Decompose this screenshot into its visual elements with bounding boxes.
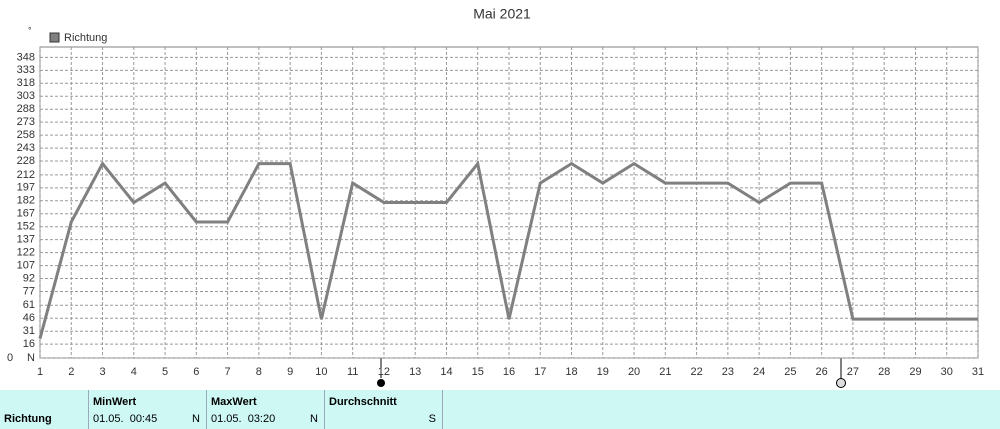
y-tick-label: 61 (23, 299, 35, 311)
x-tick-label: 17 (534, 366, 546, 378)
legend-swatch (49, 32, 60, 43)
x-tick-label: 27 (847, 366, 859, 378)
x-tick-label: 11 (347, 366, 358, 378)
x-tick-label: 22 (690, 366, 702, 378)
stat-cell: MaxWert 01.05. 03:20 N (207, 390, 325, 429)
x-tick-label: 30 (941, 366, 953, 378)
x-tick-label: 25 (784, 366, 796, 378)
stat-header: MinWert (93, 396, 137, 408)
x-tick-label: 20 (628, 366, 640, 378)
y-tick-label: 31 (23, 325, 35, 337)
stat-header: MaxWert (211, 396, 257, 408)
x-tick-label: 4 (131, 366, 137, 378)
x-tick-label: 16 (503, 366, 515, 378)
y-tick-label: 182 (17, 195, 35, 207)
x-tick-label: 31 (972, 366, 984, 378)
legend-label: Richtung (64, 32, 107, 44)
x-tick-label: 9 (287, 366, 293, 378)
y-tick-label: N (27, 352, 35, 364)
x-tick-label: 28 (878, 366, 890, 378)
y-tick-label: 348 (17, 51, 35, 63)
y-tick-label: 77 (23, 285, 35, 297)
y-tick-label: 318 (17, 77, 35, 89)
x-tick-label: 29 (909, 366, 921, 378)
x-tick-label: 3 (99, 366, 105, 378)
y-tick-label: 258 (17, 129, 35, 141)
y-tick-label: 122 (17, 247, 35, 259)
stat-value: S (428, 413, 436, 425)
x-tick-label: 5 (162, 366, 168, 378)
x-tick-label: 24 (753, 366, 765, 378)
y-tick-label: 137 (17, 234, 35, 246)
stat-time: 01.05. 03:20 (211, 413, 276, 425)
y-tick-label: 107 (17, 259, 35, 271)
x-tick-label: 10 (315, 366, 327, 378)
x-tick-label: 8 (256, 366, 262, 378)
y-tick-label: 303 (17, 90, 35, 102)
stat-value: N (192, 413, 200, 425)
y-tick-label: 212 (17, 169, 35, 181)
x-tick-label: 12 (378, 366, 390, 378)
row-label-cell: Richtung (0, 390, 89, 429)
x-tick-label: 26 (816, 366, 828, 378)
y-tick-label: 152 (17, 221, 35, 233)
stat-value: N (310, 413, 318, 425)
marker (836, 378, 846, 388)
x-tick-label: 19 (597, 366, 609, 378)
x-tick-label: 18 (565, 366, 577, 378)
x-tick-label: 21 (659, 366, 671, 378)
stat-header: Durchschnitt (329, 396, 397, 408)
chart-title: Mai 2021 (473, 6, 531, 22)
y-tick-label: 228 (17, 155, 35, 167)
row-label: Richtung (4, 413, 52, 425)
stat-cell: MinWert 01.05. 00:45 N (89, 390, 207, 429)
unit-label: ° (28, 25, 32, 35)
x-tick-label: 7 (225, 366, 231, 378)
empty-cell (443, 390, 1000, 429)
y-tick-label: 167 (17, 208, 35, 220)
y-tick-label: 243 (17, 142, 35, 154)
marker (377, 379, 385, 387)
y-tick-label: 16 (23, 338, 35, 350)
y-tick-label: 288 (17, 103, 35, 115)
stat-time: 01.05. 00:45 (93, 413, 158, 425)
y-tick-label: 333 (17, 64, 35, 76)
origin-label: 0 (7, 352, 13, 364)
chart: Mai 2021 ° 0 N16314661779210712213715216… (7, 6, 984, 388)
stat-cell: Durchschnitt S (325, 390, 443, 429)
x-tick-label: 15 (472, 366, 484, 378)
x-tick-label: 6 (193, 366, 199, 378)
x-tick-label: 23 (722, 366, 734, 378)
y-tick-label: 273 (17, 116, 35, 128)
line-series (38, 160, 978, 339)
y-tick-label: 197 (17, 182, 35, 194)
x-tick-label: 13 (409, 366, 421, 378)
y-tick-label: 46 (23, 312, 35, 324)
x-tick-label: 1 (37, 366, 43, 378)
x-tick-label: 14 (440, 366, 452, 378)
y-tick-label: 92 (23, 272, 35, 284)
x-tick-label: 2 (68, 366, 74, 378)
